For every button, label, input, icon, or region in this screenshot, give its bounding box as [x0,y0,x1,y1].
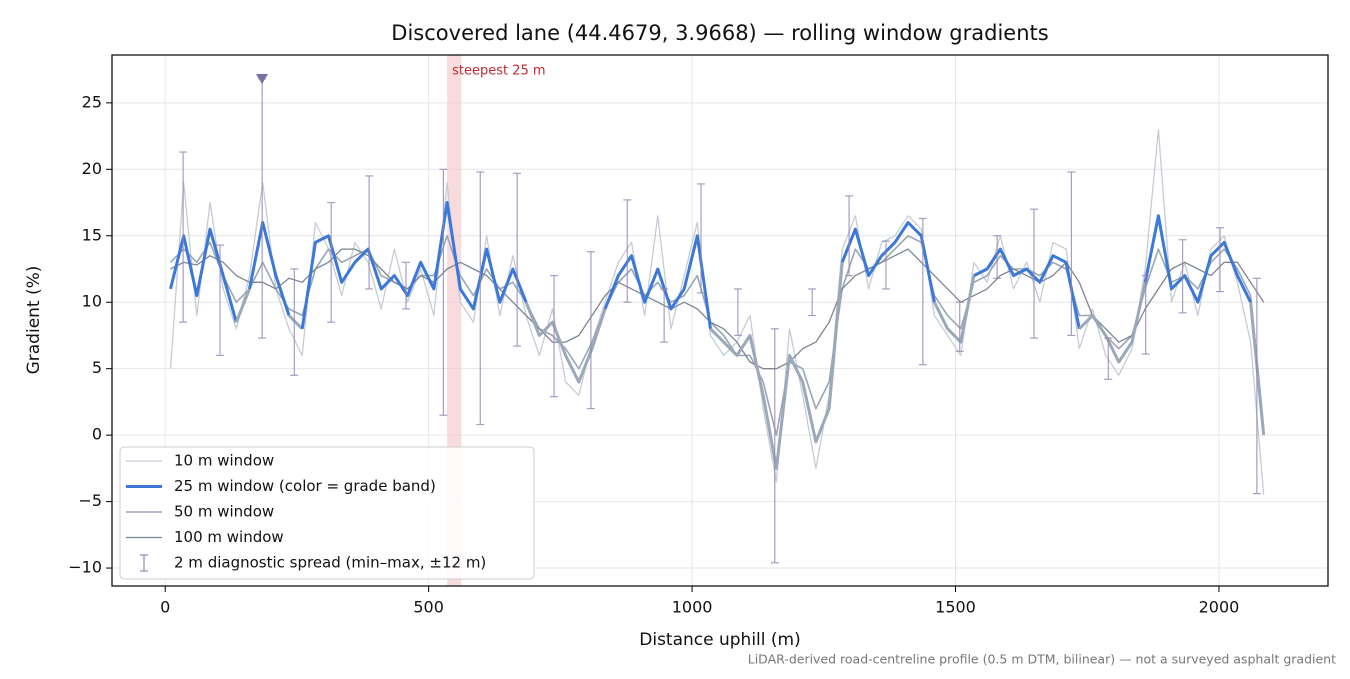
error-bar [179,151,188,323]
x-tick-label: 0 [160,598,170,617]
error-bar [623,199,632,303]
footnote: LiDAR-derived road-centreline profile (0… [748,652,1336,667]
error-bar [401,261,410,310]
series-line [603,234,712,330]
series-line [300,201,528,330]
error-bar [365,175,374,290]
legend-label: 50 m window [174,503,274,521]
error-bar [1104,337,1113,380]
error-bar [918,217,927,366]
series-line [1078,281,1147,364]
error-bar [550,275,559,398]
legend-box [119,446,535,580]
y-tick-label: 25 [82,92,102,111]
y-axis-label: Gradient (%) [24,266,44,375]
highlight-label: steepest 25 m [452,64,545,79]
y-tick-label: −10 [68,558,102,577]
series-line [524,301,607,384]
series-line [1143,214,1252,304]
error-bar [1252,277,1261,495]
x-axis-label: Distance uphill (m) [639,630,800,650]
error-bar [513,172,522,347]
legend-label: 10 m window [174,452,274,470]
legend-label: 2 m diagnostic spread (min–max, ±12 m) [174,554,486,572]
error-bar [1141,275,1150,355]
error-bar [733,288,742,337]
error-bar [327,201,336,323]
error-bar [993,235,1002,279]
x-tick-label: 1000 [672,598,713,617]
error-bar [660,288,669,343]
legend-label: 100 m window [174,528,284,546]
y-tick-label: 0 [92,425,102,444]
error-bar [586,251,595,410]
series-line [234,288,251,323]
y-tick-label: −5 [78,491,102,510]
chart-title: Discovered lane (44.4679, 3.9668) — roll… [391,21,1048,45]
error-bar [476,171,485,426]
error-bar [439,168,448,416]
y-tick-label: 10 [82,292,102,311]
error-bar [697,183,706,294]
legend: 10 m window 25 m window (color = grade ba… [119,446,535,580]
series-line [169,227,238,323]
y-tick-label: 15 [82,225,102,244]
plot-frame [111,54,1329,587]
error-bar [808,288,817,317]
series-line [248,221,291,316]
series-line [169,235,1265,436]
series-line [840,221,936,303]
series-line [973,247,1081,330]
series-line [709,262,844,470]
error-bar [955,301,964,353]
y-tick-label: 20 [82,159,102,178]
error-bar [216,244,225,356]
error-bar [845,195,854,277]
legend-label: 25 m window (color = grade band) [174,477,436,495]
error-bar [881,240,890,290]
legend-swatch [140,554,148,572]
x-tick-label: 500 [413,598,444,617]
x-tick-label: 2000 [1199,598,1240,617]
series-line [169,128,1265,496]
error-bar [1030,208,1039,339]
series-line [170,248,1265,370]
error-bar [290,268,299,376]
y-tick-label: 5 [92,358,102,377]
error-bar [1067,171,1076,337]
x-tick-label: 1500 [935,598,976,617]
clip-marker [256,74,268,84]
error-bar [1178,239,1187,314]
error-bar [1215,227,1224,293]
error-bar [770,328,779,564]
series-line [287,314,304,330]
series-line [933,275,976,344]
